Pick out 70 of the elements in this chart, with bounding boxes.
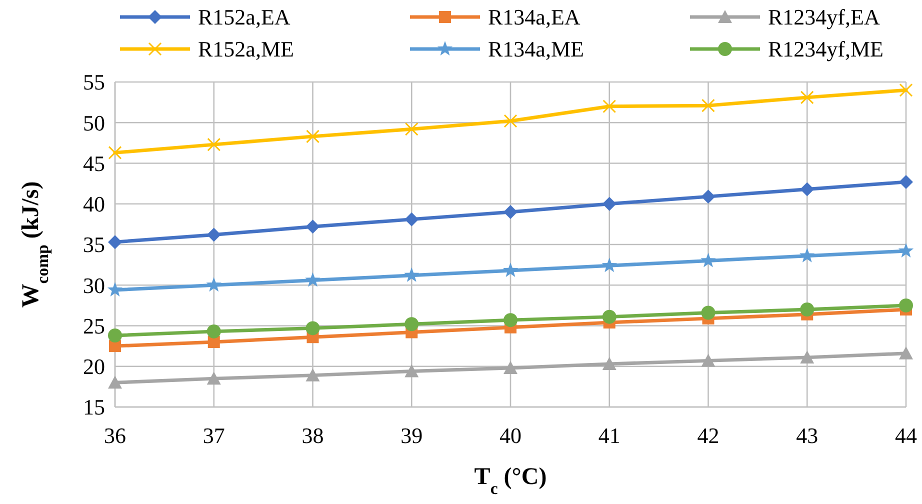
point [800,90,814,104]
point [800,350,814,364]
x-tick-label: 36 [104,423,126,448]
y-tick-label: 50 [83,110,105,136]
point [800,248,815,262]
y-tick-label: 25 [83,313,105,338]
legend-label: R134a,ME [488,36,584,62]
point [306,130,320,144]
point [602,100,616,114]
y-tick-label: 40 [83,192,105,217]
legend-label: R152a,EA [198,4,290,30]
point [206,324,221,338]
point [108,235,122,250]
point [108,146,122,160]
point [107,282,123,296]
y-tick-label: 20 [83,354,105,380]
x-tick-label: 40 [500,423,522,448]
point [701,354,716,367]
point [305,272,320,287]
x-tick-label: 38 [302,423,324,448]
point [899,346,913,360]
x-axis-title: T$_{c}$ (°C) [474,464,547,498]
x-tick-label: 41 [598,423,620,448]
point [504,361,518,374]
y-tick-label: 30 [83,272,105,298]
point [800,182,814,196]
point [206,372,221,385]
y-tick-label: 55 [83,70,105,95]
point [602,310,616,324]
point [504,313,518,328]
point [701,306,716,320]
point [700,252,716,268]
point [602,356,616,370]
x-tick-label: 43 [796,423,818,448]
point [602,196,616,211]
point [899,174,913,189]
x-tick-label: 39 [400,423,423,448]
point [404,122,418,136]
x-tick-label: 37 [202,423,225,448]
point [602,258,617,272]
point [306,220,320,234]
point [899,298,913,312]
point [206,228,221,242]
legend-label: R1234yf,EA [768,4,880,30]
point [108,376,122,389]
point [800,302,814,316]
point [404,317,419,332]
point [898,243,914,258]
point [206,277,222,292]
point [404,364,419,378]
point [404,267,420,282]
point [108,328,122,342]
y-tick-label: 45 [83,150,105,176]
point [504,114,518,128]
legend-label: R134a,EA [488,4,580,30]
point [504,205,518,219]
legend-label: R1234yf,ME [768,36,884,62]
y-tick-label: 35 [83,232,105,258]
point [502,262,518,277]
point [701,190,716,204]
legend-label: R152a,ME [198,36,294,62]
x-tick-label: 44 [895,423,917,448]
point [306,321,320,336]
point [207,138,221,152]
point [306,368,320,382]
point [404,212,419,226]
y-tick-label: 15 [83,394,105,420]
x-tick-label: 42 [697,423,720,448]
point [899,83,913,97]
point [702,98,715,112]
